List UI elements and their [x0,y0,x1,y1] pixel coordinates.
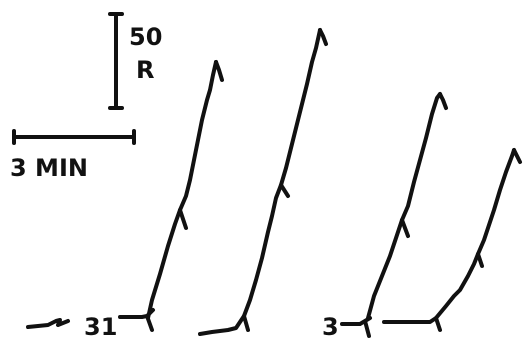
record-3-reset-mark [342,318,370,336]
record-1-pip [180,210,186,228]
record-2-pip [281,185,288,196]
record-4-pip [478,254,482,266]
record-1-baseline [28,320,68,327]
record-1-label: 31 [84,313,117,341]
record-1-trace [148,62,216,318]
horizontal-scale-label: 3 MIN [10,154,88,182]
record-3-pip [402,220,408,236]
record-1-reset-mark [120,310,153,330]
record-2-hook [320,30,326,44]
record-3-label: 3 [322,313,339,341]
record-2-trace [244,30,320,316]
record-4-trace [436,150,514,318]
vertical-scale-value: 50 [129,23,162,51]
record-2-baseline [200,316,248,334]
record-1-hook [216,62,222,80]
vertical-scale-unit: R [136,56,154,84]
record-3-trace [368,94,440,318]
record-4-baseline [384,318,440,330]
record-3-hook [440,94,446,108]
record-4-hook [514,150,520,162]
